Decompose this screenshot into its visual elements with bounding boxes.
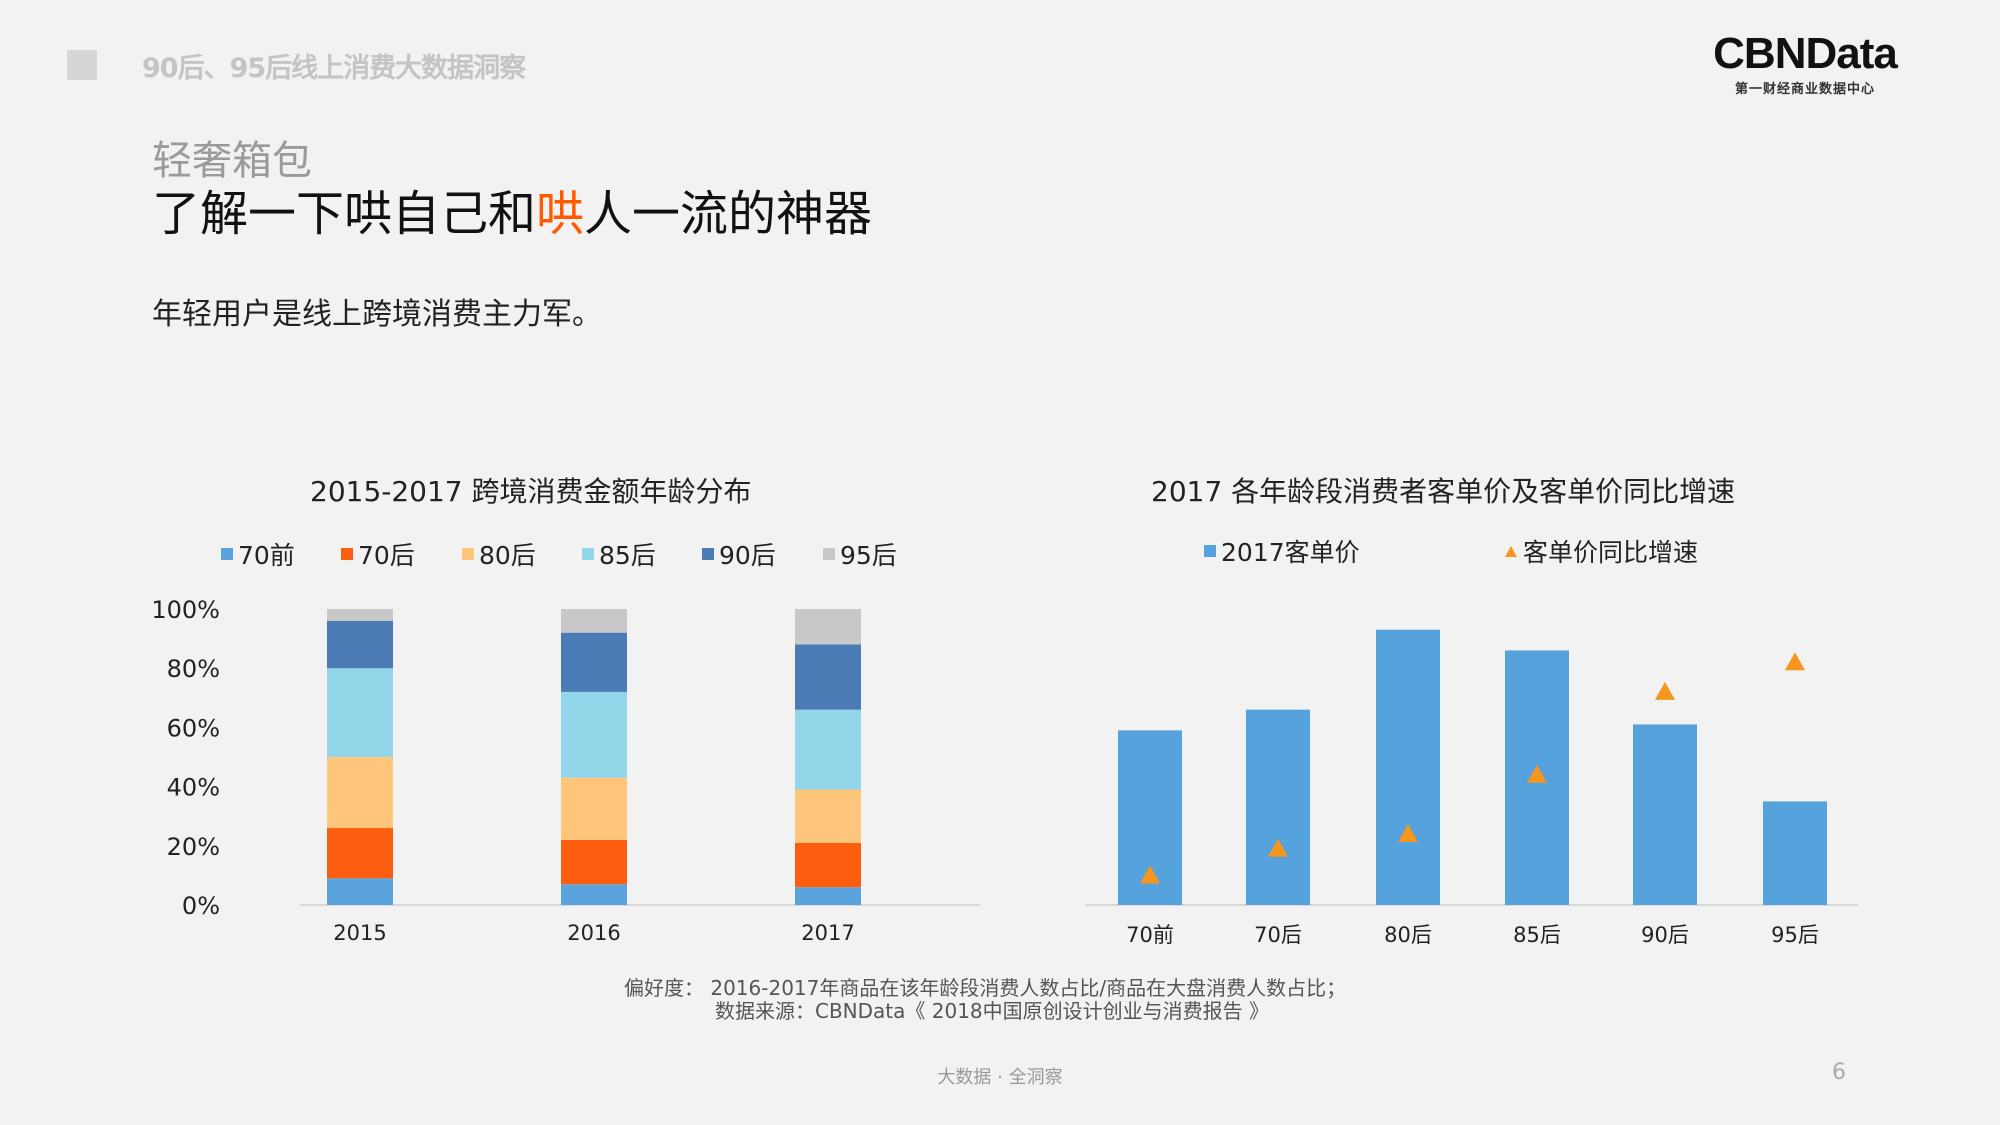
legend-label: 90后 <box>719 541 776 570</box>
bar-segment-2015 <box>327 620 393 669</box>
legend-label: 70前 <box>238 541 295 570</box>
growth-marker-90后 <box>1655 681 1675 700</box>
bar-70后 <box>1246 709 1310 905</box>
legend-swatch <box>582 548 594 560</box>
bar-segment-2015 <box>327 878 393 905</box>
x-tick-label: 80后 <box>1384 923 1432 947</box>
bar-segment-2015 <box>327 668 393 757</box>
footnote-line-1: 偏好度： 2016-2017年商品在该年龄段消费人数占比/商品在大盘消费人数占比… <box>624 976 1347 1000</box>
bar-segment-2017 <box>795 842 861 888</box>
bar-segment-2016 <box>561 691 627 778</box>
legend-item: 70前 <box>221 536 295 572</box>
y-tick-label: 20% <box>167 833 220 861</box>
growth-marker-85后 <box>1527 764 1547 783</box>
legend-label: 80后 <box>479 541 536 570</box>
legend-item: 80后 <box>462 536 536 572</box>
legend-swatch <box>221 548 233 560</box>
legend-item-bar: 2017客单价 <box>1204 533 1360 569</box>
footer-text: 大数据 · 全洞察 <box>937 1067 1063 1088</box>
bar-segment-2015 <box>327 609 393 621</box>
bar-segment-2017 <box>795 609 861 645</box>
y-tick-label: 0% <box>182 892 220 920</box>
legend-swatch <box>341 548 353 560</box>
bar-segment-2016 <box>561 632 627 692</box>
logo-tagline: 第一财经商业数据中心 <box>1734 82 1875 97</box>
headline-part-2: 人一流的神器 <box>584 186 873 242</box>
logo-wordmark: CBNData <box>1713 29 1898 78</box>
footnote-line-2: 数据来源：CBNData《 2018中国原创设计创业与消费报告 》 <box>715 999 1270 1023</box>
legend-label: 客单价同比增速 <box>1523 538 1699 567</box>
x-tick-label: 2016 <box>567 921 620 945</box>
bar-segment-2017 <box>795 709 861 790</box>
x-tick-label: 90后 <box>1641 923 1689 947</box>
legend-label: 85后 <box>599 541 656 570</box>
bar-90后 <box>1633 724 1697 905</box>
chart2-title: 2017 各年龄段消费者客单价及客单价同比增速 <box>1151 475 1736 508</box>
growth-marker-70后 <box>1268 838 1288 857</box>
legend-swatch <box>702 548 714 560</box>
legend-item: 70后 <box>341 536 415 572</box>
legend-swatch <box>823 548 835 560</box>
growth-marker-95后 <box>1785 652 1805 671</box>
footnote: 偏好度： 2016-2017年商品在该年龄段消费人数占比/商品在大盘消费人数占比… <box>624 977 1346 1023</box>
legend-label: 95后 <box>840 541 897 570</box>
x-tick-label: 2015 <box>333 921 386 945</box>
headline-part-1: 了解一下哄自己和 <box>152 186 537 242</box>
bar-segment-2016 <box>561 609 627 633</box>
page-number: 6 <box>1832 1060 1846 1085</box>
slide-headline: 了解一下哄自己和哄人一流的神器 <box>152 174 872 244</box>
y-tick-label: 80% <box>167 655 220 683</box>
y-tick-label: 100% <box>151 596 220 624</box>
legend-item: 95后 <box>823 536 897 572</box>
bar-80后 <box>1376 629 1440 905</box>
x-tick-label: 95后 <box>1771 923 1819 947</box>
legend-label: 2017客单价 <box>1221 538 1360 567</box>
legend-item-marker: 客单价同比增速 <box>1505 533 1698 569</box>
intro-text: 年轻用户是线上跨境消费主力军。 <box>152 297 602 332</box>
chart1-title: 2015-2017 跨境消费金额年龄分布 <box>310 475 752 508</box>
legend-swatch <box>462 548 474 560</box>
bar-segment-2015 <box>327 757 393 829</box>
growth-marker-80后 <box>1398 823 1418 842</box>
x-tick-label: 85后 <box>1513 923 1561 947</box>
x-tick-label: 70后 <box>1254 923 1302 947</box>
legend-swatch <box>1204 545 1216 557</box>
triangle-icon <box>1505 545 1517 557</box>
slide-subtitle: 轻奢箱包 <box>152 138 312 184</box>
x-tick-label: 2017 <box>801 921 854 945</box>
growth-marker-70前 <box>1140 865 1160 884</box>
bar-segment-2016 <box>561 839 627 885</box>
bar-segment-2017 <box>795 644 861 710</box>
bar-segment-2016 <box>561 777 627 840</box>
cbndata-logo: CBNData 第一财经商业数据中心 <box>1700 29 1910 98</box>
y-tick-label: 40% <box>167 774 220 802</box>
headline-highlight: 哄 <box>536 186 585 242</box>
bar-95后 <box>1763 801 1827 905</box>
legend-item: 85后 <box>582 536 656 572</box>
header-square-icon <box>67 50 97 80</box>
y-tick-label: 60% <box>167 714 220 742</box>
legend-item: 90后 <box>702 536 776 572</box>
x-tick-label: 70前 <box>1126 923 1174 947</box>
bar-segment-2016 <box>561 884 627 905</box>
bar-segment-2017 <box>795 789 861 843</box>
report-title: 90后、95后线上消费大数据洞察 <box>142 53 526 84</box>
legend-label: 70后 <box>358 541 415 570</box>
bar-segment-2017 <box>795 887 861 905</box>
bar-segment-2015 <box>327 828 393 879</box>
